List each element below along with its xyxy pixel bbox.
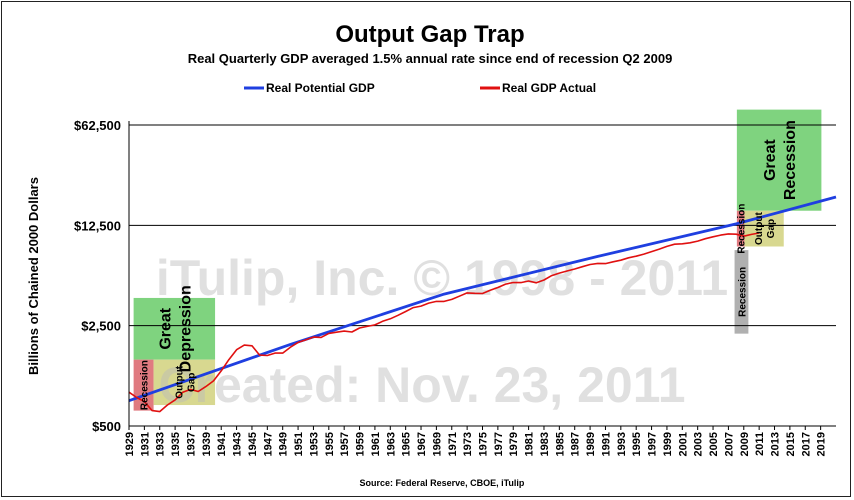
x-tick-label: 1999 [662,432,674,456]
recession-label-label: Recession [737,267,748,317]
x-tick-label: 1941 [216,432,228,456]
x-tick-label: 1965 [401,432,413,456]
x-tick-label: 2001 [677,432,689,456]
x-tick-label: 1983 [539,432,551,456]
annotation-text: Great [762,139,779,181]
y-tick-label: $12,500 [74,218,121,233]
x-tick-label: 1953 [308,432,320,456]
annotation-text: Recession [737,267,748,317]
great-depression-box [133,297,216,360]
y-tick-label: $2,500 [81,319,121,334]
x-tick-label: 1977 [493,432,505,456]
x-tick-label: 1931 [139,432,151,456]
recession-label-tab [734,250,749,334]
annotation-text: Recession [782,120,799,200]
x-tick-label: 1987 [570,432,582,456]
x-tick-label: 1937 [185,432,197,456]
x-tick-label: 1939 [201,432,213,456]
x-tick-label: 2007 [723,432,735,456]
source-note: Source: Federal Reserve, CBOE, iTulip [360,478,525,488]
x-tick-label: 1955 [324,432,336,456]
x-tick-label: 1991 [600,432,612,456]
x-tick-label: 2015 [785,432,797,456]
annotation-text: Gap [186,373,197,392]
great-recession-box [736,109,822,211]
x-tick-label: 1985 [554,432,566,456]
x-tick-label: 2011 [754,432,766,456]
annotation-text: Output [174,365,185,398]
x-tick-label: 1929 [124,432,136,456]
y-tick-label: $62,500 [74,118,121,133]
x-tick-label: 2013 [770,432,782,456]
axes: $500 $2,500 $12,500 $62,500 1929 1931 1933 1935… [74,118,836,456]
series-potential-gdp [128,195,837,403]
great-depression-label: Great Depression [157,285,194,372]
x-tick-label: 1973 [462,432,474,456]
series-lines [128,195,837,413]
x-tick-label: 2009 [739,432,751,456]
x-tick-label: 2005 [708,432,720,456]
x-tick-label: 1975 [478,432,490,456]
recession-1929-label: Recession [140,360,151,410]
watermark-line1: iTulip, Inc. © 1998 - 2011 [156,250,728,306]
y-axis-label: Billions of Chained 2000 Dollars [26,177,41,375]
x-tick-label: 1959 [355,432,367,456]
x-tick-label: 1969 [431,432,443,456]
chart-subtitle: Real Quarterly GDP averaged 1.5% annual … [188,51,673,66]
recession-2008-label: Recession [737,204,748,254]
x-tick-label: 1957 [339,432,351,456]
legend: Real Potential GDP Real GDP Actual [244,81,596,95]
recession-2008-box [736,210,745,247]
x-tick-label: 1945 [247,432,259,456]
annotation-text: Output [754,212,765,245]
annotation-boxes [133,109,822,411]
great-recession-label: Great Recession [762,120,799,200]
annotation-text: Depression [177,285,194,372]
x-tick-label: 1947 [262,432,274,456]
output-gap-2008-label: Output Gap [754,212,777,245]
x-tick-label: 1989 [585,432,597,456]
legend-label-potential: Real Potential GDP [266,81,375,95]
x-tick-label: 1967 [416,432,428,456]
series-actual-gdp [128,232,760,413]
x-tick-label: 2003 [693,432,705,456]
output-gap-1930s-label: Output Gap [174,365,197,398]
x-tick-label: 1961 [370,432,382,456]
x-tick-label: 1981 [524,432,536,456]
legend-label-actual: Real GDP Actual [502,81,596,95]
annotation-text: Recession [737,204,748,254]
x-tick-label: 1963 [385,432,397,456]
chart-title: Output Gap Trap [335,21,524,48]
x-tick-label: 1995 [631,432,643,456]
x-tick-label: 1935 [170,432,182,456]
x-tick-label: 1997 [647,432,659,456]
x-tick-label: 2017 [800,432,812,456]
x-tick-label: 1971 [447,432,459,456]
annotation-text: Gap [766,219,777,238]
x-tick-label: 1949 [278,432,290,456]
x-tick-label: 2019 [816,432,828,456]
annotation-text: Great [157,307,174,349]
x-tick-label: 1933 [155,432,167,456]
x-tick-label: 1943 [232,432,244,456]
x-tick-label: 1951 [293,432,305,456]
annotation-text: Recession [140,360,151,410]
x-tick-label: 1979 [508,432,520,456]
watermark-line2: Created: Nov. 23, 2011 [158,357,685,413]
x-tick-label: 1993 [616,432,628,456]
y-tick-label: $500 [92,419,121,434]
